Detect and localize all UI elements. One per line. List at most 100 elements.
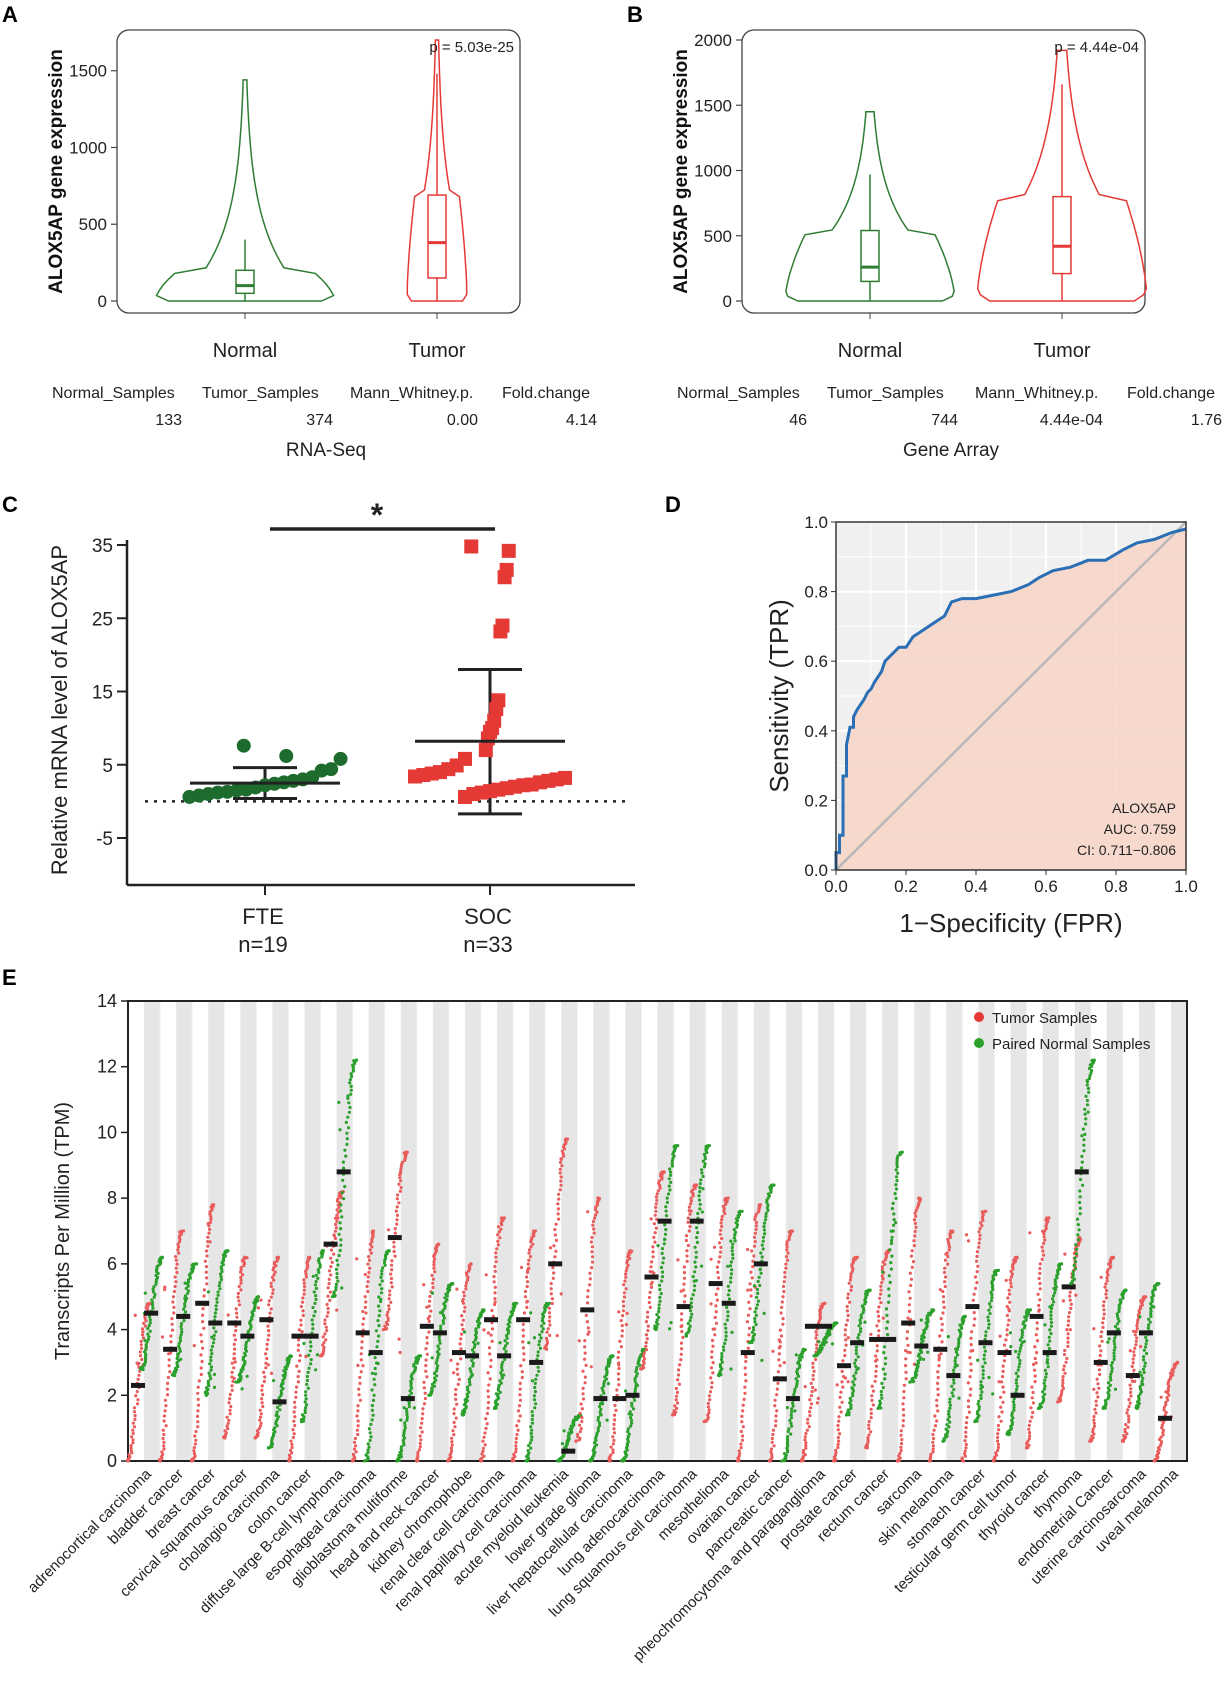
normal-point bbox=[378, 1309, 382, 1313]
tumor-point bbox=[464, 1271, 468, 1275]
tumor-point bbox=[963, 1454, 967, 1458]
tumor-point bbox=[496, 1233, 500, 1237]
tumor-point bbox=[549, 1287, 553, 1291]
y-axis-title: Transcripts Per Million (TPM) bbox=[52, 1102, 74, 1360]
normal-point bbox=[246, 1329, 250, 1333]
tumor-point bbox=[979, 1221, 983, 1225]
normal-point bbox=[542, 1321, 546, 1325]
normal-point bbox=[667, 1177, 671, 1181]
normal-point bbox=[312, 1314, 316, 1318]
normal-point bbox=[665, 1196, 669, 1200]
normal-point bbox=[310, 1318, 314, 1322]
tumor-point bbox=[390, 1268, 394, 1272]
tumor-point bbox=[498, 1236, 502, 1240]
normal-point bbox=[983, 1349, 987, 1353]
normal-point bbox=[952, 1368, 956, 1372]
tumor-point bbox=[558, 1160, 563, 1164]
tumor-point bbox=[688, 1212, 692, 1216]
median-bar bbox=[400, 1396, 415, 1402]
median-bar bbox=[1157, 1415, 1172, 1421]
normal-point bbox=[314, 1279, 318, 1284]
normal-point bbox=[216, 1293, 220, 1297]
normal-point bbox=[275, 1410, 279, 1414]
normal-point bbox=[772, 1183, 776, 1187]
normal-point bbox=[342, 1166, 346, 1170]
normal-point bbox=[346, 1094, 350, 1098]
normal-point bbox=[441, 1313, 446, 1318]
tumor-point bbox=[560, 1149, 564, 1153]
tumor-point bbox=[580, 1407, 584, 1411]
normal-point bbox=[626, 1440, 630, 1444]
tumor-point bbox=[360, 1340, 364, 1344]
tumor-point bbox=[611, 1442, 616, 1446]
tumor-point bbox=[228, 1397, 232, 1401]
tumor-point bbox=[462, 1290, 466, 1294]
tumor-point bbox=[389, 1300, 393, 1304]
tumor-point bbox=[1101, 1325, 1105, 1329]
normal-point bbox=[1084, 1122, 1088, 1126]
normal-point bbox=[547, 1301, 552, 1305]
normal-point bbox=[1115, 1314, 1120, 1318]
tumor-point bbox=[326, 1306, 330, 1311]
tumor-point bbox=[425, 1341, 429, 1345]
normal-point bbox=[724, 1334, 728, 1338]
normal-point bbox=[596, 1429, 600, 1433]
tumor-point bbox=[590, 1235, 594, 1240]
tumor-point bbox=[129, 1446, 133, 1450]
tumor-point bbox=[209, 1215, 213, 1219]
normal-point bbox=[988, 1312, 992, 1316]
normal-point bbox=[733, 1233, 737, 1237]
tumor-point bbox=[267, 1329, 271, 1333]
normal-point bbox=[948, 1406, 952, 1410]
tumor-point bbox=[226, 1427, 230, 1431]
normal-point bbox=[1082, 1138, 1086, 1142]
normal-point bbox=[439, 1327, 443, 1331]
normal-point bbox=[977, 1407, 981, 1411]
normal-point bbox=[347, 1101, 351, 1105]
normal-point bbox=[602, 1391, 606, 1395]
normal-point bbox=[1075, 1247, 1079, 1251]
tumor-point bbox=[1162, 1405, 1166, 1409]
tumor-point bbox=[421, 1407, 425, 1411]
tumor-point bbox=[746, 1247, 750, 1252]
normal-point bbox=[1087, 1090, 1091, 1094]
tumor-point bbox=[201, 1320, 205, 1324]
tumor-point bbox=[1038, 1281, 1042, 1286]
tumor-point bbox=[308, 1255, 312, 1259]
normal-point bbox=[797, 1356, 801, 1361]
normal-point bbox=[695, 1226, 699, 1230]
tumor-point bbox=[1005, 1304, 1009, 1309]
normal-point bbox=[1086, 1086, 1090, 1091]
tumor-point bbox=[226, 1313, 230, 1317]
tumor-point bbox=[836, 1445, 840, 1450]
tumor-point bbox=[774, 1419, 778, 1423]
normal-point bbox=[178, 1347, 182, 1351]
normal-point bbox=[303, 1411, 307, 1415]
tumor-point bbox=[911, 1260, 916, 1264]
tumor-point bbox=[726, 1196, 730, 1200]
normal-point bbox=[667, 1184, 671, 1188]
normal-point bbox=[1144, 1335, 1148, 1339]
tumor-point bbox=[363, 1305, 367, 1309]
normal-point bbox=[721, 1345, 726, 1349]
tumor-point bbox=[558, 1171, 562, 1175]
normal-point bbox=[218, 1287, 222, 1291]
tumor-point bbox=[466, 1278, 470, 1282]
normal-point bbox=[468, 1367, 472, 1371]
tumor-point bbox=[740, 1414, 744, 1418]
tumor-point bbox=[427, 1319, 431, 1323]
normal-point bbox=[790, 1410, 794, 1414]
normal-point bbox=[600, 1386, 604, 1390]
normal-point bbox=[817, 1348, 821, 1352]
tumor-point bbox=[162, 1419, 166, 1423]
tumor-point bbox=[908, 1296, 912, 1300]
tumor-point bbox=[586, 1295, 590, 1299]
tumor-point bbox=[1062, 1364, 1066, 1368]
tumor-point bbox=[969, 1343, 973, 1347]
normal-point bbox=[144, 1343, 148, 1347]
tumor-point bbox=[1126, 1425, 1130, 1429]
tumor-point bbox=[1129, 1394, 1133, 1398]
tumor-point bbox=[356, 1419, 360, 1423]
normal-point bbox=[655, 1313, 659, 1317]
